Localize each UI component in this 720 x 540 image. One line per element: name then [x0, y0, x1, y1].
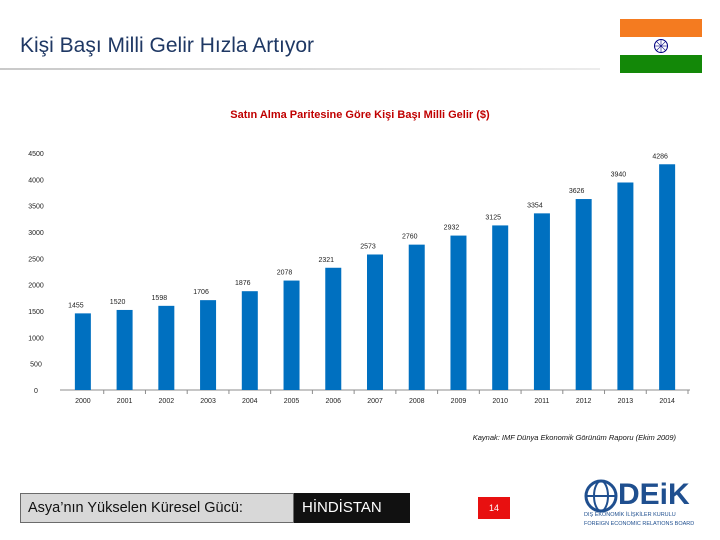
- source-note: Kaynak: IMF Dünya Ekonomik Görünüm Rapor…: [472, 433, 676, 442]
- globe-icon: [584, 479, 618, 513]
- slide-title: Kişi Başı Milli Gelir Hızla Artıyor: [20, 34, 315, 57]
- bar: [74, 313, 91, 390]
- x-tick-label: 2009: [451, 398, 467, 405]
- data-label: 2321: [318, 257, 334, 264]
- x-tick-label: 2011: [534, 398, 549, 405]
- data-label: 3940: [611, 171, 627, 178]
- data-label: 2760: [402, 234, 418, 241]
- y-tick-label: 1000: [28, 335, 44, 342]
- y-tick-label: 3500: [28, 204, 44, 211]
- x-tick-label: 2003: [200, 398, 216, 405]
- bar: [659, 164, 676, 390]
- bar: [617, 182, 634, 390]
- bar: [158, 305, 175, 390]
- bar: [492, 225, 509, 390]
- data-label: 2573: [360, 243, 376, 250]
- y-tick-label: 4500: [28, 151, 44, 158]
- x-tick-label: 2010: [492, 398, 508, 405]
- data-label: 1520: [110, 299, 126, 306]
- x-tick-label: 2007: [367, 398, 383, 405]
- data-label: 2078: [277, 270, 293, 277]
- bar: [367, 254, 383, 390]
- bar: [533, 213, 550, 390]
- data-label: 3354: [527, 202, 543, 209]
- x-tick-label: 2001: [117, 398, 133, 405]
- chart-title: Satın Alma Paritesine Göre Kişi Başı Mil…: [230, 109, 490, 121]
- data-label: 4286: [652, 153, 668, 160]
- x-tick-label: 2008: [409, 398, 425, 405]
- page-number: 14: [478, 497, 510, 519]
- data-label: 2932: [444, 225, 460, 232]
- x-tick-label: 2013: [618, 398, 634, 405]
- footer-caption: Asya’nın Yükselen Küresel Gücü:: [20, 493, 294, 523]
- bar: [408, 244, 425, 390]
- footer-country: HİNDİSTAN: [294, 493, 410, 523]
- x-tick-label: 2006: [325, 398, 341, 405]
- bar: [450, 235, 467, 390]
- logo-subtitle-tr: DIŞ EKONOMİK İLİŞKİLER KURULU: [584, 512, 676, 518]
- y-tick-label: 2000: [28, 283, 44, 290]
- data-label: 1598: [152, 295, 168, 302]
- x-tick-label: 2000: [75, 398, 91, 405]
- x-tick-label: 2002: [159, 398, 175, 405]
- bar: [575, 199, 592, 390]
- data-label: 1706: [193, 289, 209, 296]
- x-tick-label: 2014: [659, 398, 675, 405]
- y-tick-label: 2500: [28, 256, 44, 263]
- data-label: 1876: [235, 280, 251, 287]
- y-tick-label: 0: [34, 388, 38, 395]
- data-label: 1455: [68, 302, 84, 309]
- data-label: 3125: [485, 214, 501, 221]
- deik-logo: DEiK DIŞ EKONOMİK İLİŞKİLER KURULU FOREI…: [582, 478, 710, 530]
- bar: [325, 267, 342, 390]
- x-tick-label: 2012: [576, 398, 592, 405]
- y-tick-label: 4000: [28, 177, 44, 184]
- bar: [116, 309, 133, 390]
- india-flag-icon: [620, 19, 702, 73]
- logo-subtitle-en: FOREIGN ECONOMIC RELATIONS BOARD: [584, 521, 695, 527]
- bar: [241, 291, 258, 390]
- data-label: 3626: [569, 188, 585, 195]
- y-tick-label: 500: [30, 362, 42, 369]
- y-tick-label: 3000: [28, 230, 44, 237]
- bar: [200, 300, 217, 390]
- bar: [283, 280, 300, 390]
- x-tick-label: 2004: [242, 398, 258, 405]
- x-tick-label: 2005: [284, 398, 300, 405]
- y-tick-label: 1500: [28, 309, 44, 316]
- logo-wordmark: DEiK: [618, 478, 690, 511]
- title-divider: [0, 68, 600, 70]
